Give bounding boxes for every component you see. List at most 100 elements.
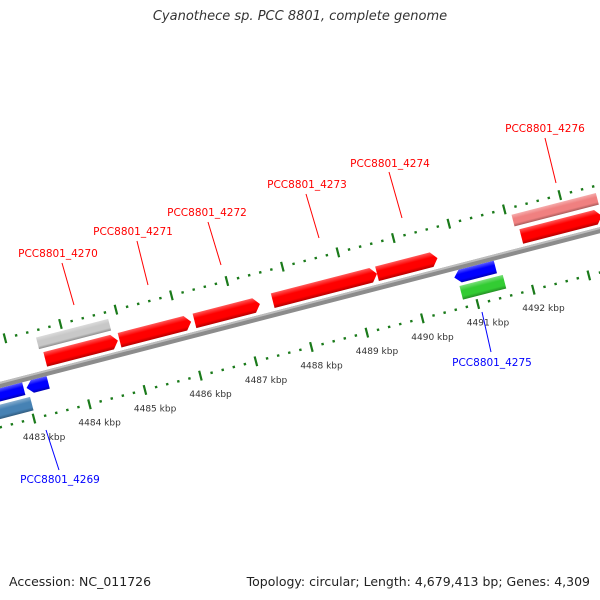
reverse-scale-minor-tick — [99, 399, 103, 403]
feature-gene-arrow[interactable] — [0, 396, 34, 424]
leader-line — [136, 240, 149, 286]
forward-scale-minor-tick — [70, 319, 74, 323]
reverse-scale-minor-tick — [54, 411, 58, 415]
gene-label[interactable]: PCC8801_4271 — [93, 226, 173, 238]
reverse-scale-minor-tick — [509, 293, 513, 297]
forward-scale-minor-tick — [469, 216, 473, 220]
forward-scale-minor-tick — [436, 225, 440, 229]
scale-label: 4484 kbp — [78, 419, 121, 429]
pcc8801-4275-gene-arrow[interactable] — [453, 260, 498, 284]
feature-gene-arrow[interactable] — [459, 274, 507, 300]
forward-scale-major-tick — [2, 333, 8, 344]
forward-scale-minor-tick — [514, 205, 517, 208]
backbone-highlight — [0, 182, 600, 410]
forward-scale-minor-tick — [303, 259, 307, 263]
reverse-scale-major-tick — [586, 270, 592, 281]
forward-scale-minor-tick — [547, 196, 551, 200]
feature-gene-arrow[interactable] — [36, 318, 112, 350]
forward-scale-major-tick — [169, 290, 174, 301]
forward-scale-minor-tick — [525, 202, 529, 206]
reverse-scale-major-tick — [31, 413, 37, 424]
reverse-scale-major-tick — [142, 384, 148, 396]
reverse-scale-minor-tick — [576, 276, 580, 280]
leader-line — [305, 193, 320, 239]
forward-scale-major-tick — [224, 275, 230, 287]
reverse-scale-minor-tick — [343, 336, 347, 340]
feature-gene-arrow[interactable] — [511, 193, 599, 227]
forward-scale-minor-tick — [347, 248, 351, 251]
reverse-scale-minor-tick — [498, 296, 502, 300]
forward-scale-minor-tick — [458, 219, 462, 223]
pcc8801-4274-gene-arrow[interactable] — [375, 251, 439, 282]
forward-scale-minor-tick — [247, 273, 251, 277]
pcc8801-4276-gene-arrow[interactable] — [519, 209, 600, 244]
reverse-scale-minor-tick — [321, 342, 325, 346]
forward-scale-major-tick — [391, 232, 396, 244]
leader-line — [481, 311, 492, 353]
forward-scale-minor-tick — [269, 268, 273, 271]
gene-label[interactable]: PCC8801_4275 — [452, 357, 532, 369]
pcc8801-4273-gene-arrow[interactable] — [270, 267, 379, 308]
forward-scale-minor-tick — [236, 276, 240, 280]
forward-scale-major-tick — [446, 218, 452, 229]
reverse-scale-minor-tick — [121, 394, 125, 398]
feature-gene-arrow[interactable] — [0, 382, 26, 406]
gene-label[interactable]: PCC8801_4276 — [505, 123, 585, 135]
gene-label[interactable]: PCC8801_4274 — [350, 158, 430, 170]
forward-scale-minor-tick — [591, 185, 595, 188]
scale-label: 4487 kbp — [245, 376, 288, 386]
reverse-scale-minor-tick — [176, 379, 180, 383]
forward-scale-minor-tick — [580, 187, 584, 191]
reverse-scale-minor-tick — [376, 328, 380, 332]
reverse-scale-minor-tick — [409, 319, 413, 323]
forward-scale-minor-tick — [480, 213, 484, 217]
page-title: Cyanothece sp. PCC 8801, complete genome — [152, 9, 448, 24]
reverse-scale-minor-tick — [65, 408, 69, 412]
gene-label[interactable]: PCC8801_4270 — [18, 248, 98, 260]
reverse-scale-minor-tick — [21, 419, 25, 423]
pcc8801-4271-gene-arrow[interactable] — [117, 314, 193, 348]
reverse-scale-minor-tick — [210, 371, 214, 375]
annotation-layer: 4483 kbp 4484 kbp 4485 kbp 4486 kbp 4487 kbp… — [18, 123, 585, 486]
gene-label[interactable]: PCC8801_4273 — [267, 179, 347, 191]
forward-scale-minor-tick — [258, 270, 262, 274]
forward-scale-minor-tick — [36, 328, 40, 332]
scale-label: 4490 kbp — [411, 333, 454, 343]
pcc8801-4272-gene-arrow[interactable] — [192, 297, 262, 329]
reverse-scale-minor-tick — [165, 382, 169, 386]
forward-scale-major-tick — [501, 204, 507, 215]
leader-line — [388, 171, 403, 219]
scale-label: 4485 kbp — [134, 404, 177, 414]
forward-scale-minor-tick — [14, 333, 18, 337]
forward-scale-minor-tick — [136, 302, 140, 306]
forward-scale-minor-tick — [314, 256, 318, 260]
reverse-scale-major-tick — [364, 327, 370, 338]
forward-scale-minor-tick — [214, 282, 218, 286]
reverse-scale-minor-tick — [332, 339, 336, 343]
leader-line — [207, 221, 222, 266]
forward-scale-minor-tick — [491, 210, 495, 214]
forward-scale-minor-tick — [47, 325, 51, 329]
forward-scale-minor-tick — [292, 262, 296, 266]
gene-label[interactable]: PCC8801_4272 — [167, 207, 247, 219]
reverse-scale-minor-tick — [232, 365, 236, 369]
reverse-scale-minor-tick — [187, 377, 191, 380]
forward-scale-minor-tick — [103, 311, 107, 314]
reverse-scale-minor-tick — [432, 314, 435, 317]
scale-label: 4491 kbp — [467, 319, 510, 329]
forward-scale-minor-tick — [369, 242, 373, 246]
reverse-scale-major-tick — [253, 356, 259, 367]
forward-scale-minor-tick — [203, 285, 207, 289]
reverse-scale-minor-tick — [487, 299, 491, 303]
gene-label[interactable]: PCC8801_4269 — [20, 474, 100, 486]
pcc8801-4270-gene-arrow[interactable] — [43, 333, 119, 367]
reverse-scale-minor-tick — [454, 308, 458, 312]
forward-scale-minor-tick — [81, 316, 85, 320]
forward-scale-major-tick — [557, 189, 563, 201]
feature-gene-arrow[interactable] — [25, 376, 50, 394]
forward-scale-minor-tick — [192, 288, 196, 292]
reverse-scale-minor-tick — [276, 354, 280, 358]
reverse-scale-minor-tick — [398, 322, 402, 326]
reverse-scale-minor-tick — [10, 422, 14, 426]
